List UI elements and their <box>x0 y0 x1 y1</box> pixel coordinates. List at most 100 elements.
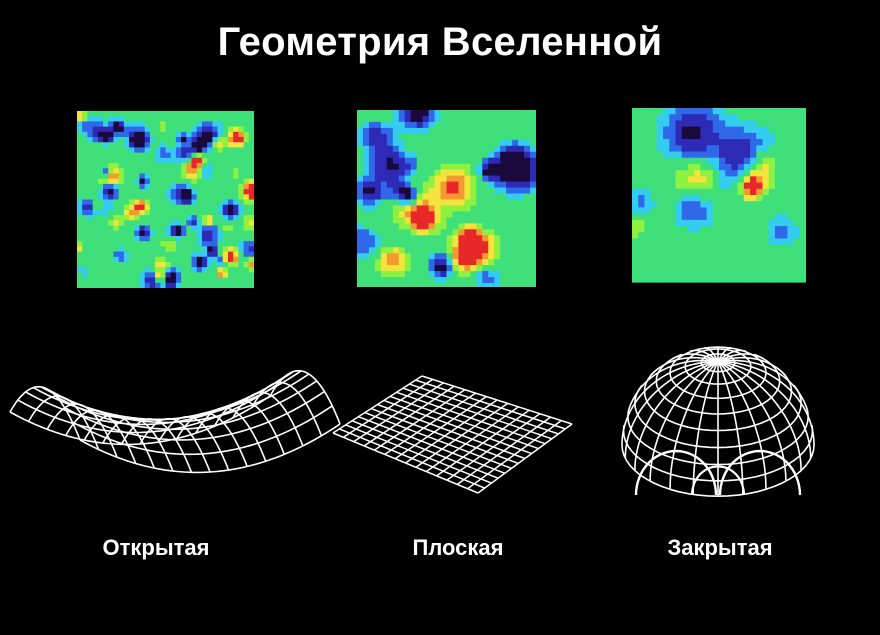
cmb-pixel <box>186 199 193 206</box>
cmb-pixel <box>675 201 683 209</box>
cmb-pixel <box>165 183 172 190</box>
cmb-pixel <box>458 283 465 287</box>
cmb-pixel <box>108 261 115 268</box>
cmb-pixel <box>694 176 701 184</box>
cmb-pixel <box>113 157 120 164</box>
cmb-pixel <box>650 182 658 190</box>
cmb-pixel <box>92 116 99 123</box>
cmb-pixel <box>207 241 213 247</box>
cmb-pixel <box>731 132 739 140</box>
cmb-pixel <box>706 139 714 146</box>
cmb-pixel <box>134 131 141 138</box>
cmb-pixel <box>108 251 115 258</box>
cmb-pixel <box>87 157 94 164</box>
cmb-pixel <box>129 137 135 143</box>
cmb-pixel <box>123 282 130 288</box>
cmb-pixel <box>737 219 745 227</box>
cmb-pixel <box>386 139 394 147</box>
cmb-pixel <box>357 217 364 224</box>
cmb-pixel <box>222 194 229 201</box>
cmb-pixel <box>87 189 94 195</box>
cmb-pixel <box>669 163 677 171</box>
cmb-pixel <box>113 267 120 273</box>
cmb-pixel <box>191 235 198 242</box>
cmb-pixel <box>446 217 454 224</box>
cmb-pixel <box>248 220 254 227</box>
cmb-pixel <box>524 271 531 278</box>
grid-line <box>269 369 341 425</box>
cmb-pixel <box>700 201 708 209</box>
cmb-pixel <box>118 126 125 133</box>
cmb-pixel <box>181 147 187 154</box>
cmb-pixel <box>196 256 203 263</box>
cmb-pixel <box>743 238 751 246</box>
cmb-pixel <box>464 157 471 165</box>
cmb-pixel <box>82 215 89 221</box>
cmb-pixel <box>175 230 182 237</box>
cmb-pixel <box>191 220 198 227</box>
cmb-pixel <box>506 247 513 254</box>
cmb-map-open <box>77 111 254 288</box>
cmb-pixel <box>410 187 418 195</box>
cmb-pixel <box>476 145 483 153</box>
cmb-pixel <box>160 209 167 216</box>
cmb-pixel <box>694 257 701 264</box>
cmb-pixel <box>434 139 442 147</box>
cmb-pixel <box>762 213 770 221</box>
cmb-pixel <box>731 207 739 215</box>
cmb-pixel <box>386 259 394 266</box>
cmb-pixel <box>731 226 739 233</box>
cmb-pixel <box>118 220 125 227</box>
cmb-pixel <box>644 207 652 215</box>
cmb-pixel <box>434 145 442 153</box>
cmb-pixel <box>512 283 519 287</box>
cmb-pixel <box>362 211 370 218</box>
cmb-pixel <box>97 157 104 164</box>
cmb-pixel <box>793 250 801 258</box>
cmb-pixel <box>774 207 782 215</box>
cmb-pixel <box>134 163 141 169</box>
cmb-pixel <box>227 157 234 164</box>
cmb-pixel <box>768 157 776 165</box>
cmb-pixel <box>118 194 125 201</box>
cmb-pixel <box>476 121 483 129</box>
cmb-pixel <box>737 126 745 134</box>
cmb-pixel <box>222 277 229 284</box>
cmb-pixel <box>650 219 658 227</box>
cmb-pixel <box>638 176 646 184</box>
cmb-pixel <box>774 195 782 202</box>
cmb-pixel <box>638 114 646 122</box>
cmb-pixel <box>181 261 187 268</box>
cmb-pixel <box>118 277 125 284</box>
cmb-pixel <box>238 209 245 216</box>
cmb-pixel <box>681 257 689 264</box>
cmb-pixel <box>404 157 412 165</box>
cmb-pixel <box>103 116 109 123</box>
cmb-pixel <box>434 133 442 141</box>
cmb-pixel <box>165 282 172 288</box>
cmb-pixel <box>422 229 430 236</box>
cmb-pixel <box>768 269 776 277</box>
cmb-pixel <box>243 168 250 175</box>
cmb-pixel <box>139 189 146 195</box>
cmb-pixel <box>774 250 782 258</box>
cmb-pixel <box>632 120 639 128</box>
cmb-pixel <box>165 256 172 263</box>
cmb-pixel <box>374 163 382 171</box>
cmb-pixel <box>719 145 726 153</box>
cmb-pixel <box>113 111 120 117</box>
cmb-pixel <box>488 157 495 165</box>
cmb-pixel <box>434 223 442 230</box>
cmb-pixel <box>92 121 99 128</box>
cmb-pixel <box>687 170 695 177</box>
cmb-pixel <box>669 139 677 146</box>
cmb-pixel <box>191 272 198 279</box>
cmb-pixel <box>656 201 664 209</box>
cmb-pixel <box>134 241 141 247</box>
cmb-pixel <box>632 263 639 271</box>
cmb-pixel <box>191 204 198 211</box>
cmb-pixel <box>524 259 531 266</box>
cmb-pixel <box>170 183 177 190</box>
cmb-pixel <box>222 189 229 195</box>
cmb-pixel <box>139 173 146 180</box>
